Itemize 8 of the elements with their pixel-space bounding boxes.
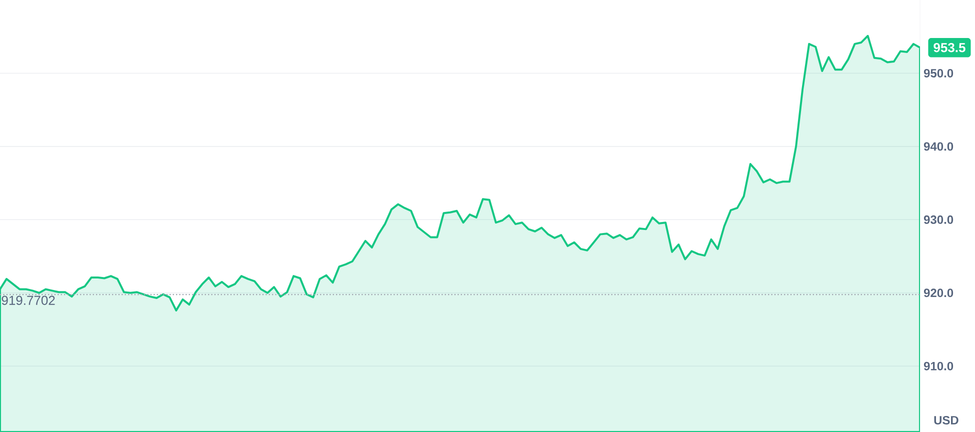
y-tick-label: 910.0 <box>924 362 954 370</box>
y-axis-title: USD <box>934 416 958 424</box>
y-tick-label: 950.0 <box>924 68 954 78</box>
ref-line-label: 919.7702 <box>2 296 55 305</box>
y-tick-label: 930.0 <box>924 215 954 224</box>
y-tick-label: 920.0 <box>924 288 954 298</box>
text: 953.5 <box>934 42 966 52</box>
y-tick-label: 940.0 <box>924 142 954 151</box>
